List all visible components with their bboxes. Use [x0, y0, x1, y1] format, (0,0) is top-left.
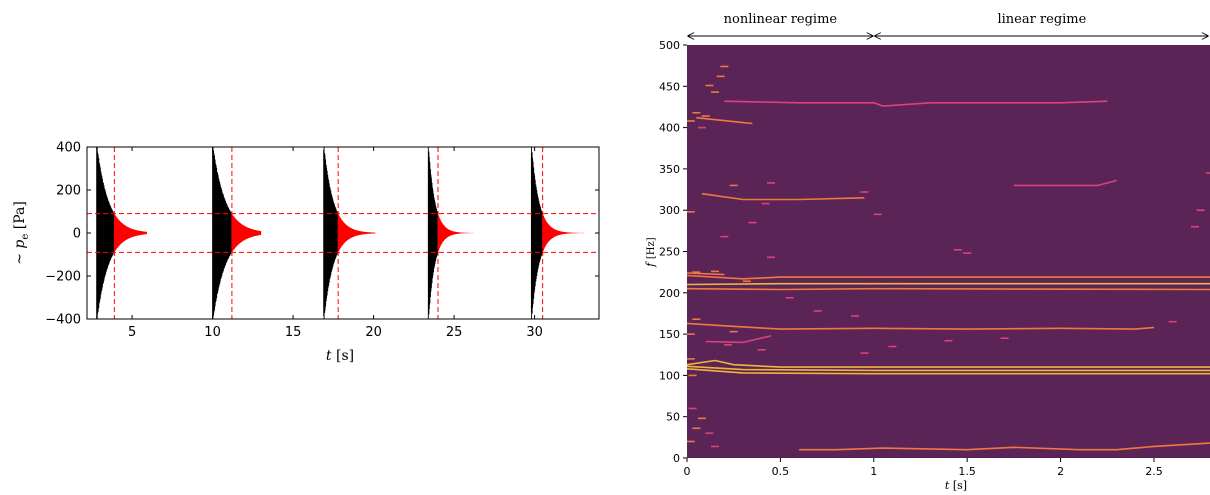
signal-1-linear	[113, 213, 147, 253]
signal-4-nonlinear	[427, 147, 439, 319]
pressure-signals	[96, 147, 587, 319]
signal-5-linear	[542, 214, 587, 252]
spectral-line-1	[687, 365, 1210, 372]
spectral-line-12	[1013, 179, 1117, 187]
right-y-tick-label: 150	[659, 328, 680, 341]
spectral-line-4	[687, 287, 1210, 291]
right-y-tick-label: 400	[659, 122, 680, 135]
spectral-line-10	[724, 100, 1108, 107]
right-x-tick-label: 0	[684, 465, 691, 478]
right-x-tick-label: 0.5	[772, 465, 790, 478]
signal-1-nonlinear	[96, 147, 115, 319]
right-y-tick-label: 50	[666, 411, 680, 424]
spectral-line-13	[799, 442, 1210, 451]
spectral-lines	[687, 65, 1210, 451]
left-axis-ticks: 5 10 15 20 25 30 −400 −200 0 200 400	[45, 141, 599, 340]
spectral-line-14	[705, 335, 772, 344]
left-x-tick-label: 15	[285, 325, 302, 340]
right-y-tick-label: 500	[659, 39, 680, 52]
left-y-tick-label: 400	[56, 141, 81, 156]
left-x-tick-label: 5	[128, 325, 136, 340]
signal-3-nonlinear	[323, 147, 339, 319]
right-y-tick-label: 450	[659, 80, 680, 93]
left-y-tick-label: −400	[45, 313, 81, 328]
signal-2-linear	[231, 214, 262, 252]
left-x-tick-label: 10	[204, 325, 221, 340]
left-x-tick-label: 30	[526, 325, 543, 340]
left-y-axis-label: ~ pe [Pa]	[12, 201, 32, 265]
threshold-lines	[87, 147, 599, 319]
left-x-tick-label: 25	[446, 325, 463, 340]
spectrogram-background	[687, 45, 1210, 458]
spectral-line-3	[687, 359, 1210, 368]
signal-5-nonlinear	[530, 147, 544, 319]
spectral-line-6	[687, 274, 1210, 280]
left-y-tick-label: 200	[56, 184, 81, 199]
right-y-tick-label: 350	[659, 163, 680, 176]
linear-regime-label: linear regime	[997, 12, 1086, 27]
left-y-tick-label: 0	[73, 227, 81, 242]
right-x-axis-label: t [s]	[945, 479, 967, 492]
signal-2-nonlinear	[212, 147, 233, 319]
spectral-line-8	[687, 322, 1155, 330]
right-y-tick-label: 300	[659, 204, 680, 217]
spectral-line-11	[696, 116, 753, 125]
nonlinear-regime-label: nonlinear regime	[724, 12, 838, 27]
spectral-line-9	[701, 192, 865, 201]
right-y-tick-label: 250	[659, 246, 680, 259]
spectral-line-7	[687, 272, 725, 276]
signal-3-linear	[337, 213, 376, 253]
left-y-tick-label: −200	[45, 270, 81, 285]
right-y-tick-label: 100	[659, 369, 680, 382]
left-x-axis-label: t [s]	[326, 348, 354, 364]
right-x-tick-label: 2	[1057, 465, 1064, 478]
right-y-tick-label: 0	[673, 452, 680, 465]
spectral-line-5	[687, 282, 1210, 286]
right-x-tick-label: 2.5	[1145, 465, 1163, 478]
right-x-tick-label: 1.5	[958, 465, 976, 478]
signal-4-linear	[437, 214, 481, 252]
right-x-tick-label: 1	[870, 465, 877, 478]
spectrogram-chart: 0 0.5 1 1.5 2 2.5 0 50 100 150 200 250 300 350 400 450 5…	[644, 12, 1210, 492]
right-axis-ticks: 0 0.5 1 1.5 2 2.5 0 50 100 150 200 250 300 350 400 450 5…	[659, 39, 1163, 478]
left-x-tick-label: 20	[365, 325, 382, 340]
right-y-tick-label: 200	[659, 287, 680, 300]
spectral-line-2	[687, 368, 1210, 375]
right-y-axis-label: f [Hz]	[644, 237, 657, 267]
time-series-chart: 5 10 15 20 25 30 −400 −200 0 200 400 t [s] ~ pe [P…	[12, 141, 600, 364]
